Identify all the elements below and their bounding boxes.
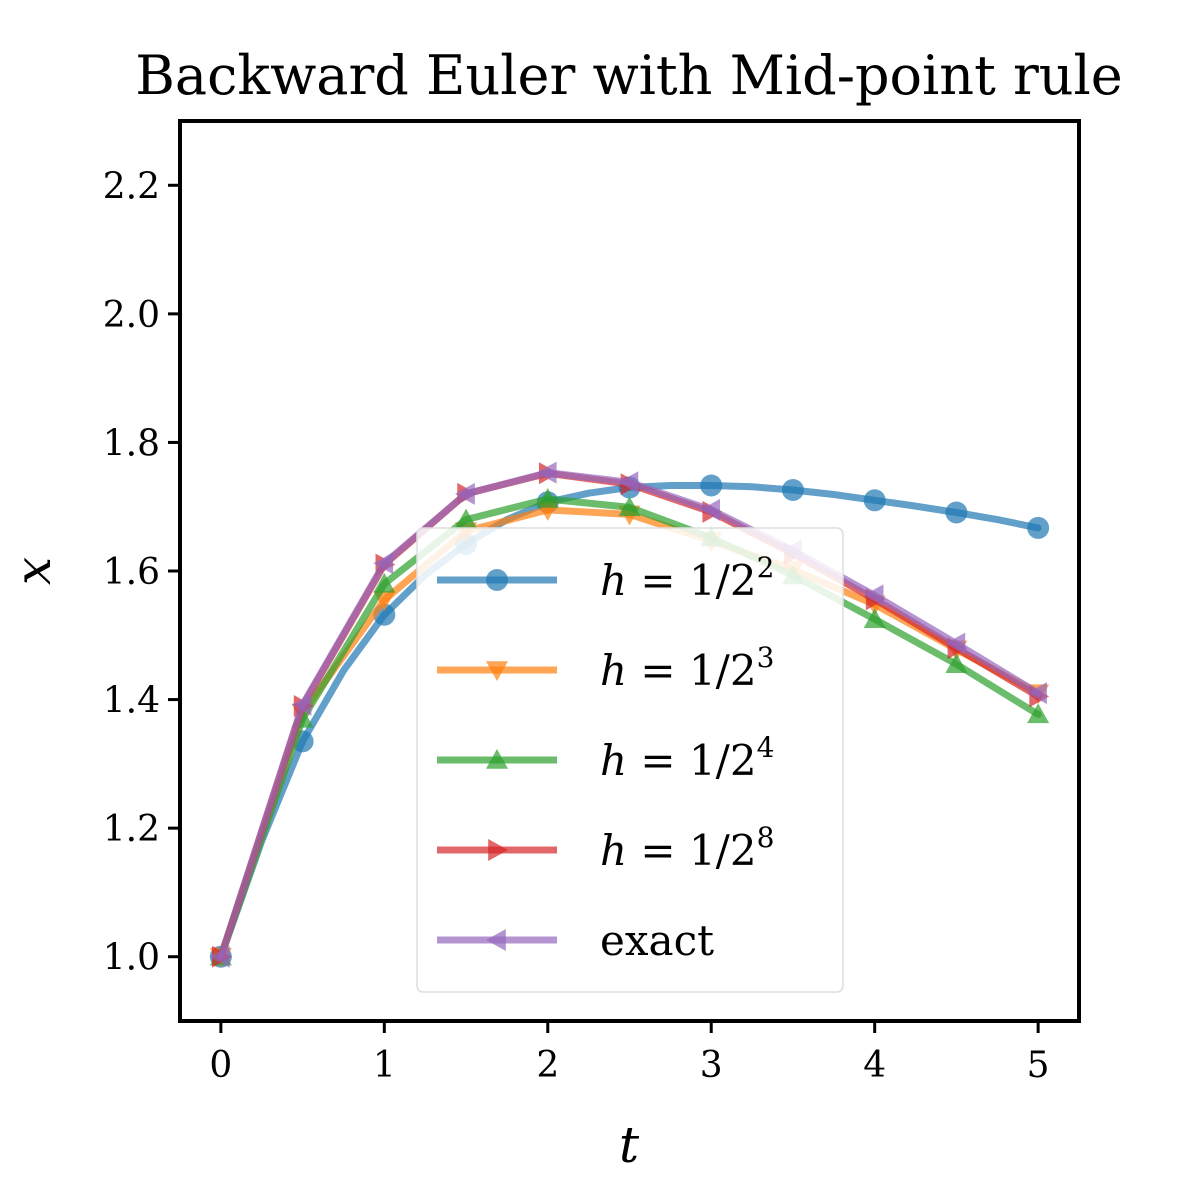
data-point: [455, 482, 475, 505]
y-tick-label: 2.2: [103, 166, 160, 207]
data-point: [1027, 516, 1050, 539]
data-point: [618, 496, 641, 517]
legend-box: [416, 527, 844, 993]
x-tick-label: 0: [209, 1045, 232, 1086]
legend-swatch-marker: [486, 749, 508, 769]
y-axis-ticks: 1.0 1.2 1.4 1.6 1.8 2.0 2.2: [103, 166, 180, 979]
x-tick-label: 2: [536, 1045, 559, 1086]
x-axis-ticks: 0 1 2 3 4 5: [209, 1021, 1050, 1086]
legend-swatch-marker: [486, 569, 508, 591]
legend-label: h = 1/24: [600, 731, 774, 785]
legend-swatch-marker: [486, 929, 506, 951]
legend-entry: h = 1/23: [437, 641, 774, 695]
legend-swatch-marker: [486, 661, 508, 681]
y-tick-label: 1.6: [103, 552, 160, 593]
x-tick-label: 5: [1027, 1045, 1050, 1086]
legend: h = 1/22 h = 1/23 h = 1/24 h = 1/28 exact: [416, 527, 844, 993]
data-point: [373, 572, 396, 593]
data-point: [945, 653, 968, 674]
chart-title: Backward Euler with Mid-point rule: [135, 44, 1123, 107]
y-tick-label: 2.0: [103, 295, 160, 336]
legend-label: h = 1/28: [600, 821, 774, 875]
data-point: [945, 501, 968, 524]
data-point: [945, 632, 966, 655]
legend-entry: exact: [437, 916, 714, 965]
legend-swatch-marker: [488, 839, 508, 861]
y-tick-label: 1.8: [103, 423, 160, 464]
x-axis-label: t: [619, 1116, 640, 1174]
x-tick-label: 1: [373, 1045, 396, 1086]
data-point: [700, 474, 723, 497]
y-tick-label: 1.4: [103, 681, 160, 722]
data-point: [863, 584, 884, 607]
data-point: [455, 508, 478, 529]
data-point: [536, 488, 559, 508]
x-tick-label: 3: [700, 1045, 723, 1086]
legend-entry: h = 1/22: [437, 551, 774, 605]
data-point: [781, 479, 804, 501]
y-axis-label: x: [4, 557, 62, 585]
data-point: [209, 945, 230, 968]
legend-label: exact: [600, 916, 714, 965]
data-point: [700, 498, 721, 521]
x-tick-label: 4: [863, 1045, 886, 1086]
data-point: [536, 461, 557, 484]
y-tick-label: 1.0: [103, 938, 160, 979]
data-point: [863, 489, 886, 512]
legend-label: h = 1/23: [600, 641, 774, 695]
data-point: [863, 608, 886, 629]
data-point: [1027, 682, 1047, 705]
y-tick-label: 1.2: [103, 809, 160, 850]
data-point: [373, 552, 394, 575]
legend-entry: h = 1/28: [437, 821, 774, 875]
legend-entry: h = 1/24: [437, 731, 774, 785]
data-point: [1027, 703, 1050, 724]
data-point: [291, 693, 312, 716]
data-point: [618, 471, 639, 494]
legend-label: h = 1/22: [600, 551, 774, 605]
